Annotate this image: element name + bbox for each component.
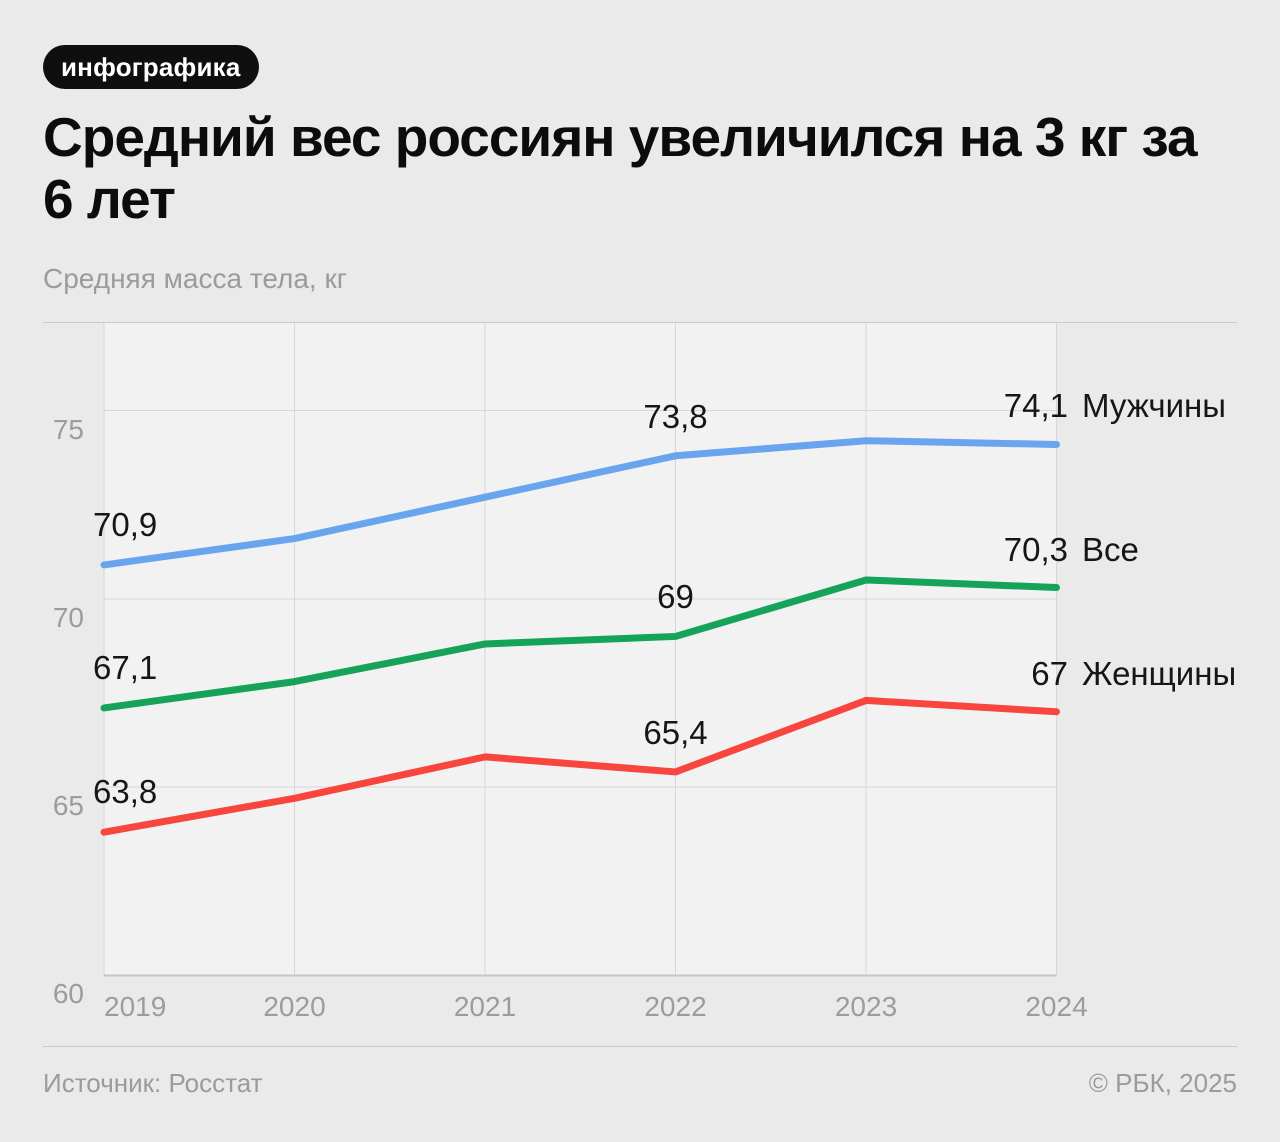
data-point-label-all-2019: 67,1 — [93, 648, 158, 686]
series-line-men — [100, 437, 1060, 569]
data-point-label-men-2019: 70,9 — [93, 505, 158, 543]
x-tick-label-2024: 2024 — [1025, 991, 1088, 1022]
footer-divider — [43, 1046, 1237, 1047]
legend-name-women: Женщины — [1082, 654, 1237, 692]
data-point-label-men-2022: 73,8 — [643, 397, 708, 435]
x-tick-label-2021: 2021 — [453, 991, 517, 1022]
x-tick-label-2019: 2019 — [104, 991, 167, 1022]
x-tick-label-2020: 2020 — [263, 991, 326, 1022]
y-tick-label-70: 70 — [52, 601, 84, 633]
infographic-badge-label: инфографика — [61, 52, 241, 82]
infographic-badge: инфографика — [43, 45, 259, 89]
chart-units-label: Средняя масса тела, кг — [43, 263, 347, 294]
legend-value-men: 74,1 — [1003, 387, 1068, 425]
legend-name-all: Все — [1082, 530, 1139, 568]
y-tick-label-65: 65 — [52, 790, 84, 821]
legend-name-men: Мужчины — [1082, 387, 1227, 425]
data-point-label-all-2022: 69 — [657, 578, 694, 616]
source-label: Источник: Росстат — [43, 1068, 263, 1098]
data-point-label-women-2019: 63,8 — [93, 773, 158, 811]
data-point-label-women-2022: 65,4 — [643, 713, 708, 751]
legend-value-women: 67 — [1031, 654, 1068, 692]
legend-row-men: 74,1 Мужчины — [983, 388, 1226, 424]
plot-area-background — [104, 322, 1057, 976]
y-tick-label-60: 60 — [52, 978, 84, 1010]
page-title: Средний вес россиян увеличился на 3 кг з… — [43, 106, 1198, 230]
series-line-women — [100, 696, 1060, 836]
series-line-all — [100, 576, 1060, 712]
legend-value-all: 70,3 — [1003, 530, 1068, 568]
x-tick-label-2023: 2023 — [834, 991, 898, 1022]
x-tick-label-2022: 2022 — [644, 991, 707, 1022]
y-tick-label-75: 75 — [52, 413, 84, 445]
copyright-label: © РБК, 2025 — [1088, 1068, 1237, 1098]
legend-row-women: 67 Женщины — [983, 654, 1237, 692]
legend-row-all: 70,3 Все — [983, 530, 1139, 568]
